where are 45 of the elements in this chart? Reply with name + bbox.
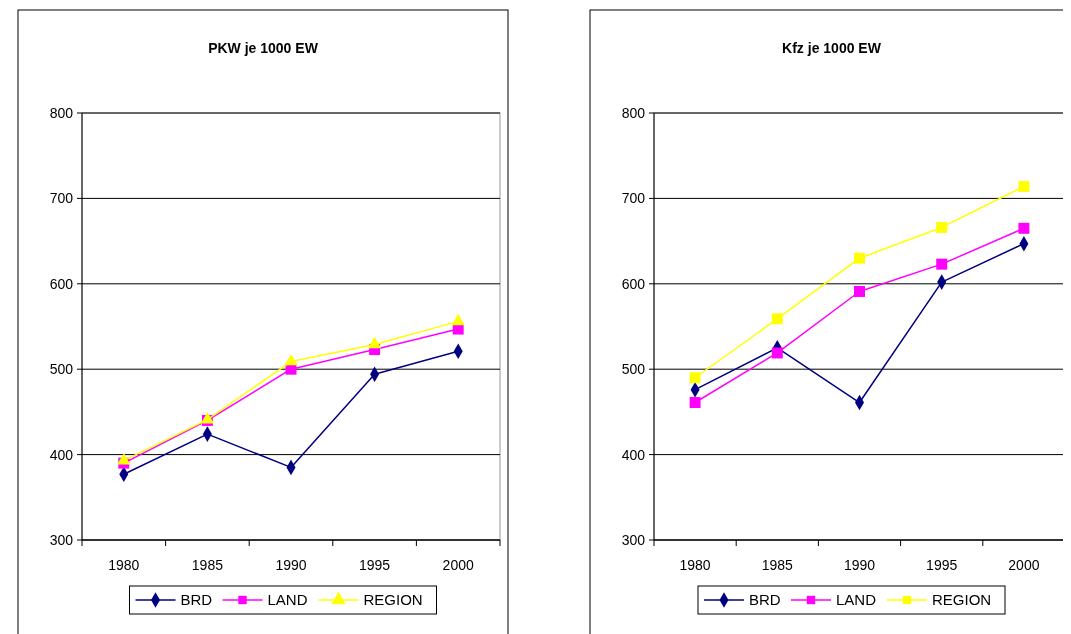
y-tick-label: 800 xyxy=(621,104,646,121)
x-tick-label: 1985 xyxy=(191,557,224,573)
point xyxy=(854,286,865,297)
y-tick-label: 300 xyxy=(49,531,74,548)
legend-label: REGION xyxy=(932,591,992,609)
legend-label: BRD xyxy=(749,591,781,609)
legend-label: BRD xyxy=(180,591,213,609)
x-tick-label: 1995 xyxy=(926,557,958,573)
x-tick-label: 1985 xyxy=(761,557,794,573)
x-tick-label: 1995 xyxy=(359,557,391,573)
point xyxy=(451,313,465,326)
y-tick-label: 700 xyxy=(621,190,646,207)
point xyxy=(1018,222,1030,234)
point xyxy=(771,347,783,359)
x-tick-label: 2000 xyxy=(442,557,474,573)
y-tick-label: 300 xyxy=(621,531,646,548)
point xyxy=(689,397,701,408)
chart-title: Kfz je 1000 EW xyxy=(782,40,882,56)
point xyxy=(771,313,783,325)
point xyxy=(368,336,382,349)
y-tick-label: 500 xyxy=(49,361,74,378)
y-tick-label: 700 xyxy=(49,190,74,207)
point xyxy=(936,221,948,233)
point xyxy=(1018,180,1030,192)
x-tick-label: 2000 xyxy=(1008,557,1040,573)
point xyxy=(117,452,131,465)
y-tick-label: 500 xyxy=(621,361,646,378)
point xyxy=(936,258,948,270)
legend-label: REGION xyxy=(363,591,423,609)
x-tick-label: 1980 xyxy=(108,557,140,573)
y-tick-label: 400 xyxy=(621,446,646,463)
point xyxy=(284,353,298,366)
x-tick-label: 1980 xyxy=(679,557,711,573)
point xyxy=(452,323,464,335)
point xyxy=(854,252,865,264)
y-tick-label: 600 xyxy=(621,275,646,292)
point xyxy=(689,372,701,384)
y-tick-label: 400 xyxy=(49,446,74,463)
chart-title: PKW je 1000 EW xyxy=(208,40,319,56)
legend-label: LAND xyxy=(836,591,877,609)
legend-label: LAND xyxy=(267,591,308,609)
y-tick-label: 800 xyxy=(49,104,74,121)
x-tick-label: 1990 xyxy=(275,557,307,573)
y-tick-label: 600 xyxy=(49,275,74,292)
x-tick-label: 1990 xyxy=(843,557,876,573)
